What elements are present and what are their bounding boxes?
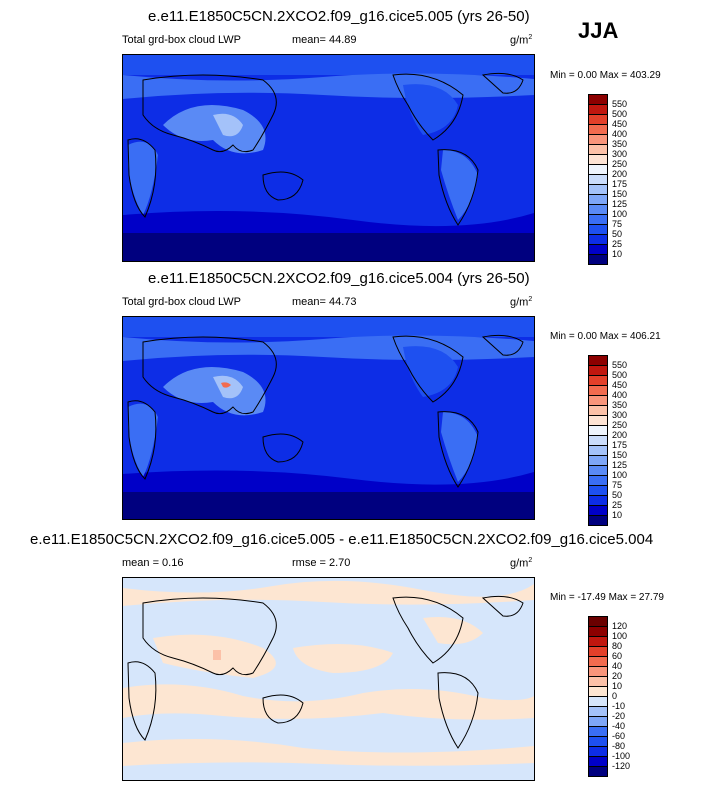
panel3-minmax: Min = -17.49 Max = 27.79 (550, 592, 664, 603)
colorbar-label: -20 (612, 711, 626, 721)
panel3-title: e.e11.E1850C5CN.2XCO2.f09_g16.cice5.005 … (30, 531, 654, 548)
panel3-field-pos6 (423, 617, 483, 645)
panel1-field-samerica (441, 150, 478, 220)
panel3-units: g/m2 (510, 557, 533, 570)
panel1-field-south (123, 230, 534, 261)
colorbar-label: 50 (612, 229, 623, 239)
panel2-minmax: Min = 0.00 Max = 406.21 (550, 331, 661, 342)
panel2-coastlines (127, 334, 524, 488)
colorbar-label: 120 (612, 621, 628, 631)
colorbar-label: 0 (612, 691, 618, 701)
panel2-title: e.e11.E1850C5CN.2XCO2.f09_g16.cice5.004 … (148, 270, 530, 287)
panel3-field-pos3 (293, 644, 393, 673)
colorbar-cell (588, 766, 608, 777)
colorbar-label: 40 (612, 661, 623, 671)
colorbar-label: 25 (612, 500, 623, 510)
colorbar-label: 300 (612, 149, 628, 159)
panel1-minmax: Min = 0.00 Max = 403.29 (550, 70, 661, 81)
panel1-map-svg (123, 55, 534, 261)
colorbar-label: -60 (612, 731, 626, 741)
colorbar-label: 150 (612, 189, 628, 199)
colorbar-label: 400 (612, 129, 628, 139)
colorbar-label: -100 (612, 751, 631, 761)
panel1-title: e.e11.E1850C5CN.2XCO2.f09_g16.cice5.005 … (148, 8, 530, 25)
panel2-units: g/m2 (510, 296, 533, 309)
colorbar-label: 250 (612, 420, 628, 430)
panel3-field-pos1 (123, 580, 534, 606)
panel2-field-africa (128, 403, 158, 477)
panel1-coastlines (127, 72, 524, 226)
panel3-field-peak (213, 650, 221, 660)
colorbar-label: 75 (612, 480, 623, 490)
panel1-field-label: Total grd-box cloud LWP (122, 34, 242, 46)
panel2-field-label: Total grd-box cloud LWP (122, 296, 242, 308)
colorbar-label: 75 (612, 219, 623, 229)
colorbar-label: 10 (612, 249, 623, 259)
panel2-field-asia (163, 367, 266, 416)
panel2-field-samerica (441, 412, 478, 482)
colorbar-label: 100 (612, 470, 628, 480)
colorbar-label: 10 (612, 510, 623, 520)
colorbar-label: 80 (612, 641, 623, 651)
colorbar-label: 175 (612, 440, 628, 450)
colorbar-label: 125 (612, 199, 628, 209)
panel3-mean: mean = 0.16 (122, 557, 184, 569)
panel3-rmse: rmse = 2.70 (292, 557, 351, 569)
colorbar-label: 125 (612, 460, 628, 470)
colorbar-label: 50 (612, 490, 623, 500)
colorbar-cell (588, 515, 608, 526)
colorbar-label: 25 (612, 239, 623, 249)
panel3-field-pos4 (123, 684, 534, 720)
colorbar-label: 450 (612, 119, 628, 129)
panel2-map-svg (123, 317, 534, 519)
panel1-field-namerica (403, 84, 458, 135)
season-label: JJA (578, 18, 619, 43)
panel1-field-asia-high (213, 113, 243, 137)
colorbar-label: 350 (612, 139, 628, 149)
colorbar-label: 10 (612, 681, 623, 691)
panel2-mean: mean= 44.73 (292, 296, 357, 308)
panel1-map (122, 54, 535, 262)
panel3-field-pos5 (123, 739, 534, 766)
panel2-map (122, 316, 535, 520)
colorbar-label: -10 (612, 701, 626, 711)
colorbar-label: 60 (612, 651, 623, 661)
panel3-map-svg (123, 578, 534, 780)
panel2-field-south (123, 489, 534, 519)
colorbar-label: 300 (612, 410, 628, 420)
colorbar-label: 200 (612, 430, 628, 440)
colorbar-label: 175 (612, 179, 628, 189)
panel1-field-south-band (123, 211, 534, 233)
panel1-field-asia (163, 105, 266, 154)
panel1-mean: mean= 44.89 (292, 34, 357, 46)
colorbar-label: 100 (612, 209, 628, 219)
panel2-field-north (123, 317, 534, 337)
colorbar-label: 100 (612, 631, 628, 641)
panel1-units: g/m2 (510, 34, 533, 47)
colorbar-label: 500 (612, 370, 628, 380)
colorbar-label: 450 (612, 380, 628, 390)
colorbar-label: -120 (612, 761, 631, 771)
colorbar-label: -40 (612, 721, 626, 731)
panel2-field-south-band (123, 470, 534, 492)
colorbar-label: 350 (612, 400, 628, 410)
panel2-field-asia-peak (221, 382, 231, 388)
panel1-field-north (123, 55, 534, 75)
panel1-field-africa (128, 141, 158, 215)
colorbar-label: 550 (612, 99, 628, 109)
colorbar-label: 250 (612, 159, 628, 169)
colorbar-label: -80 (612, 741, 626, 751)
colorbar-label: 500 (612, 109, 628, 119)
colorbar-label: 400 (612, 390, 628, 400)
colorbar-label: 200 (612, 169, 628, 179)
panel3-map (122, 577, 535, 781)
colorbar-label: 150 (612, 450, 628, 460)
panel3-coastlines (127, 595, 524, 749)
panel2-field-namerica (403, 346, 458, 397)
colorbar-label: 550 (612, 360, 628, 370)
colorbar-label: 20 (612, 671, 623, 681)
colorbar-cell (588, 254, 608, 265)
